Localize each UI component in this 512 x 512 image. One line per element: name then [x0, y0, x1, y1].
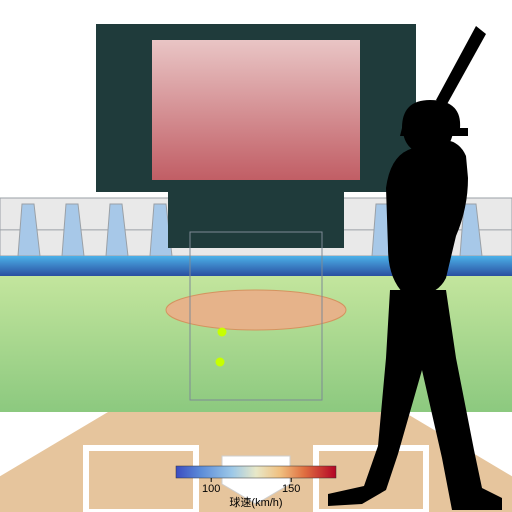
- colorbar-tick-label: 100: [202, 483, 220, 495]
- pitch-marker: [218, 328, 227, 337]
- pitch-marker: [216, 358, 225, 367]
- colorbar-title: 球速(km/h): [229, 495, 282, 509]
- pitchers-mound: [166, 290, 346, 330]
- scoreboard-base: [168, 192, 344, 248]
- speed-colorbar: [176, 466, 336, 478]
- pitch-location-chart: 100 150球速(km/h): [0, 0, 512, 512]
- colorbar-tick-label: 150: [282, 483, 300, 495]
- scoreboard-screen: [152, 40, 360, 180]
